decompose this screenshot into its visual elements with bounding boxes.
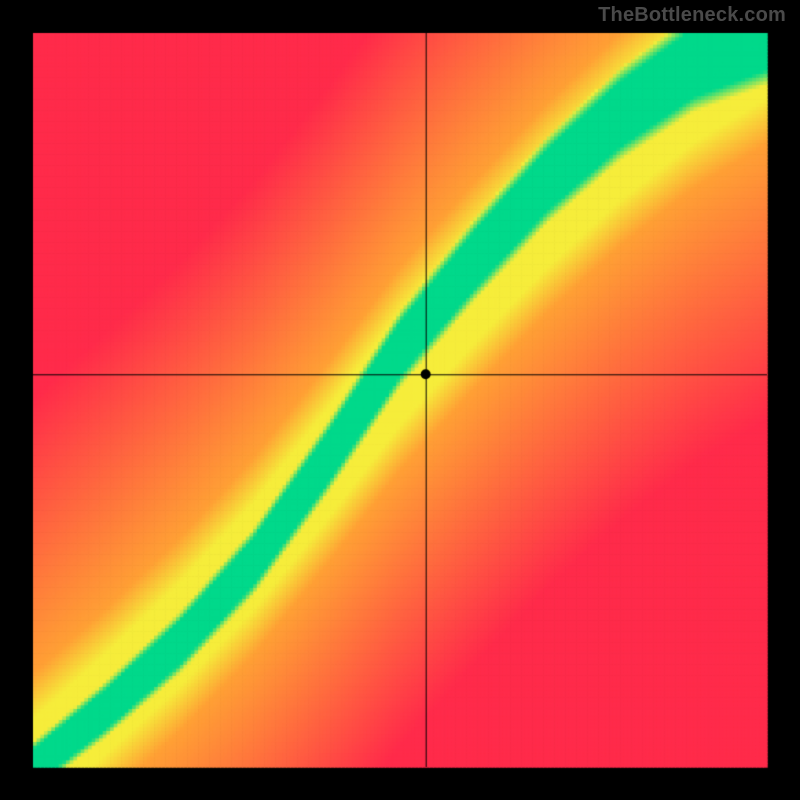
bottleneck-heatmap-canvas: [0, 0, 800, 800]
watermark-text: TheBottleneck.com: [598, 4, 786, 27]
chart-container: TheBottleneck.com: [0, 0, 800, 800]
